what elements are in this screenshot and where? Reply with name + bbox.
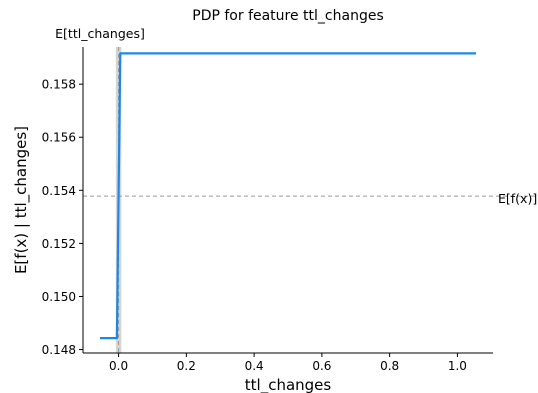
series-layer [99,52,477,340]
y-tick-label: 0.154 [42,184,76,198]
chart-title: PDP for feature ttl_changes [192,8,384,24]
y-ticks: 0.148 0.150 0.152 0.154 0.156 0.158 [42,78,83,357]
y-tick-label: 0.156 [42,131,76,145]
pdp-line [99,52,477,340]
x-tick-label: 0.8 [380,359,399,373]
y-tick-label: 0.150 [42,290,76,304]
x-tick-label: 0.2 [177,359,196,373]
y-tick-label: 0.158 [42,78,76,92]
y-tick-label: 0.148 [42,343,76,357]
reference-lines [83,47,538,353]
x-tick-label: 0.4 [245,359,264,373]
x-tick-label: 0.0 [109,359,128,373]
x-tick-label: 0.6 [312,359,331,373]
axes [82,47,493,354]
y-axis-label: E[f(x) | ttl_changes] [12,126,31,274]
x-axis-label: ttl_changes [245,376,332,393]
feature-expected-label: E[ttl_changes] [55,26,145,41]
x-ticks: 0.0 0.2 0.4 0.6 0.8 1.0 [109,353,467,373]
y-tick-label: 0.152 [42,237,76,251]
x-tick-label: 1.0 [448,359,467,373]
expected-value-label: E[f(x)] [498,191,537,206]
